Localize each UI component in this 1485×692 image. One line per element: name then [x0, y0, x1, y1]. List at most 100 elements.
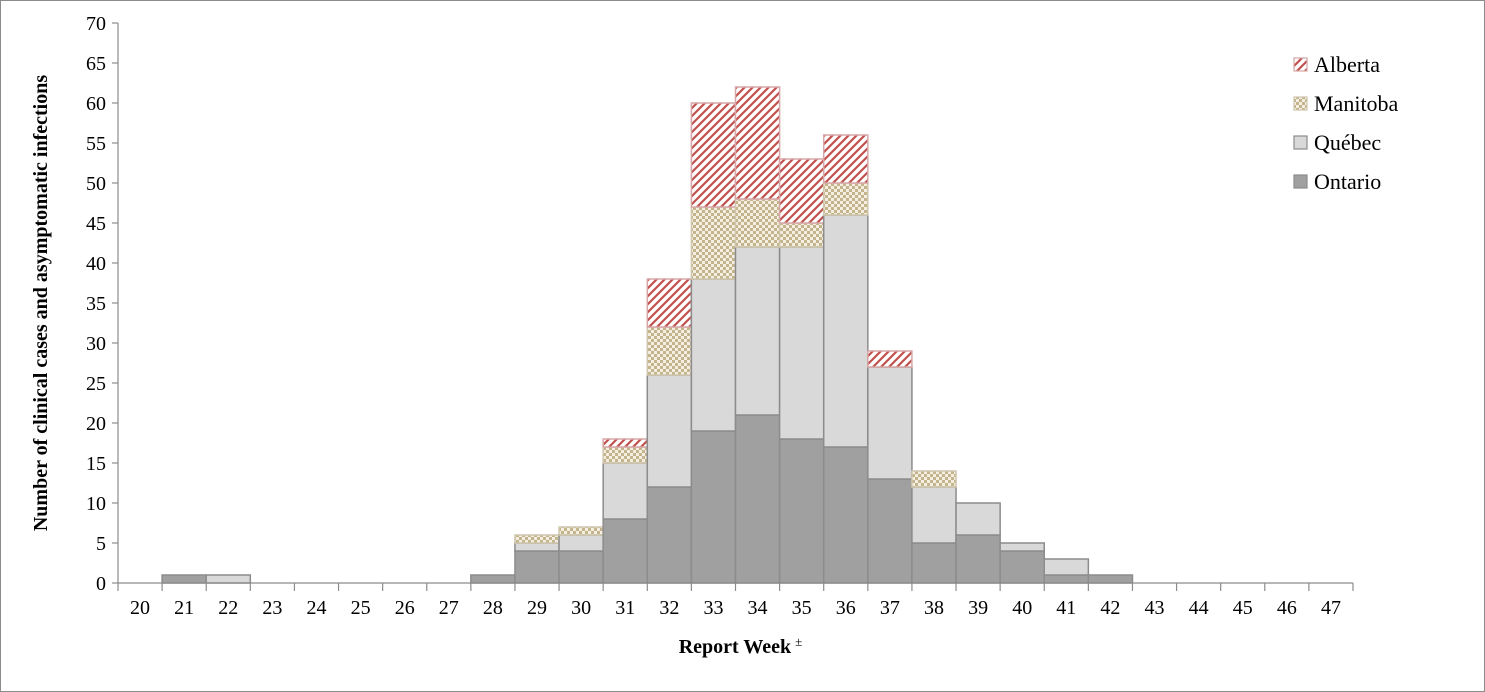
x-tick-label: 23 — [262, 597, 282, 619]
x-axis-title: Report Week ± — [679, 634, 803, 658]
bar-ontario-week-33 — [690, 430, 737, 584]
bar-ontario-week-41 — [1043, 574, 1090, 584]
x-tick-label: 46 — [1277, 597, 1297, 619]
bar-quebec-week-40 — [999, 542, 1046, 552]
bar-ontario-week-21 — [161, 574, 207, 584]
bar-quebec-week-33 — [690, 278, 737, 432]
bar-quebec-week-22 — [205, 574, 252, 584]
y-tick-label: 10 — [86, 493, 106, 515]
bar-quebec-week-38 — [911, 486, 957, 544]
bar-manitoba-week-38 — [911, 470, 957, 488]
y-tick-label: 35 — [86, 293, 106, 315]
x-tick-label: 31 — [615, 597, 635, 619]
x-tick-label: 22 — [218, 597, 238, 619]
x-tick-label: 30 — [571, 597, 591, 619]
bar-ontario-week-35 — [778, 438, 825, 584]
y-tick-label: 45 — [86, 213, 106, 235]
x-tick-label: 21 — [174, 597, 194, 619]
legend-swatch-ontario — [1293, 174, 1308, 189]
x-tick-label: 47 — [1321, 597, 1341, 619]
x-tick-label: 35 — [792, 597, 812, 619]
x-tick-label: 42 — [1100, 597, 1120, 619]
bar-quebec-week-39 — [955, 502, 1001, 536]
x-tick-label: 40 — [1012, 597, 1032, 619]
bar-alberta-week-31 — [602, 438, 649, 448]
x-tick-label: 28 — [483, 597, 503, 619]
bar-ontario-week-40 — [999, 550, 1046, 584]
bar-manitoba-week-30 — [558, 526, 604, 536]
bar-alberta-week-36 — [822, 134, 869, 184]
x-tick-label: 33 — [703, 597, 723, 619]
bar-manitoba-week-32 — [646, 326, 693, 376]
bar-quebec-week-29 — [514, 542, 560, 552]
bar-quebec-week-35 — [778, 246, 825, 440]
y-tick-label: 65 — [86, 53, 106, 75]
bar-ontario-week-37 — [867, 478, 913, 584]
bar-manitoba-week-33 — [690, 206, 737, 280]
y-tick-label: 60 — [86, 93, 106, 115]
bar-quebec-week-34 — [734, 246, 781, 416]
y-tick-label: 50 — [86, 173, 106, 195]
x-tick-label: 27 — [439, 597, 459, 619]
x-tick-label: 43 — [1145, 597, 1165, 619]
y-axis-title: Number of clinical cases and asymptomati… — [30, 75, 52, 531]
bar-quebec-week-41 — [1043, 558, 1090, 576]
legend: Alberta Manitoba Québec Ontario — [1293, 52, 1399, 194]
x-tick-label: 24 — [306, 597, 326, 619]
x-tick-label: 41 — [1056, 597, 1076, 619]
bar-manitoba-week-34 — [734, 198, 781, 248]
legend-label-manitoba: Manitoba — [1314, 91, 1399, 116]
x-axis-ticks: 20 21 22 23 24 25 26 27 28 29 30 31 32 33 34 35 36 37 38 39… — [117, 583, 1354, 619]
x-axis-title-text: Report Week — [679, 636, 792, 658]
bar-quebec-week-30 — [558, 534, 604, 552]
bar-ontario-week-38 — [911, 542, 957, 584]
bar-quebec-week-36 — [822, 214, 869, 448]
bar-ontario-week-39 — [955, 534, 1001, 584]
x-tick-label: 45 — [1233, 597, 1253, 619]
x-tick-label: 20 — [130, 597, 150, 619]
y-tick-label: 15 — [86, 453, 106, 475]
bar-ontario-week-28 — [470, 574, 516, 584]
x-tick-label: 26 — [395, 597, 415, 619]
bar-ontario-week-42 — [1087, 574, 1134, 584]
legend-label-alberta: Alberta — [1314, 52, 1380, 77]
y-tick-label: 5 — [96, 533, 106, 555]
bar-alberta-week-33 — [690, 102, 737, 208]
bar-alberta-week-34 — [734, 86, 781, 200]
legend-swatch-quebec — [1293, 135, 1308, 150]
bar-layer — [161, 86, 1134, 584]
y-tick-label: 25 — [86, 373, 106, 395]
y-tick-label: 20 — [86, 413, 106, 435]
bar-alberta-week-35 — [778, 158, 825, 224]
bar-ontario-week-29 — [514, 550, 560, 584]
x-axis-title-suffix: ± — [795, 634, 802, 649]
y-tick-label: 30 — [86, 333, 106, 355]
y-tick-label: 0 — [96, 573, 106, 595]
bar-manitoba-week-36 — [822, 182, 869, 216]
bar-quebec-week-32 — [646, 374, 693, 488]
bar-ontario-week-34 — [734, 414, 781, 584]
bar-alberta-week-32 — [646, 278, 693, 328]
bar-quebec-week-37 — [867, 366, 913, 480]
y-axis-ticks: 0 5 10 15 20 25 30 35 40 45 50 55 60 65 70 — [86, 13, 118, 595]
bar-ontario-week-36 — [822, 446, 869, 584]
x-tick-label: 37 — [880, 597, 900, 619]
bar-quebec-week-31 — [602, 462, 649, 520]
legend-swatch-alberta — [1293, 57, 1308, 72]
x-tick-label: 29 — [527, 597, 547, 619]
bar-manitoba-week-35 — [778, 222, 825, 248]
x-tick-label: 39 — [968, 597, 988, 619]
bar-ontario-week-31 — [602, 518, 649, 584]
bar-manitoba-week-31 — [602, 446, 649, 464]
legend-label-quebec: Québec — [1314, 130, 1381, 155]
bar-ontario-week-32 — [646, 486, 693, 584]
x-tick-label: 38 — [924, 597, 944, 619]
legend-label-ontario: Ontario — [1314, 169, 1381, 194]
y-tick-label: 40 — [86, 253, 106, 275]
y-tick-label: 55 — [86, 133, 106, 155]
y-tick-label: 70 — [86, 13, 106, 35]
x-tick-label: 25 — [351, 597, 371, 619]
bar-ontario-week-30 — [558, 550, 604, 584]
x-tick-label: 44 — [1189, 597, 1209, 619]
